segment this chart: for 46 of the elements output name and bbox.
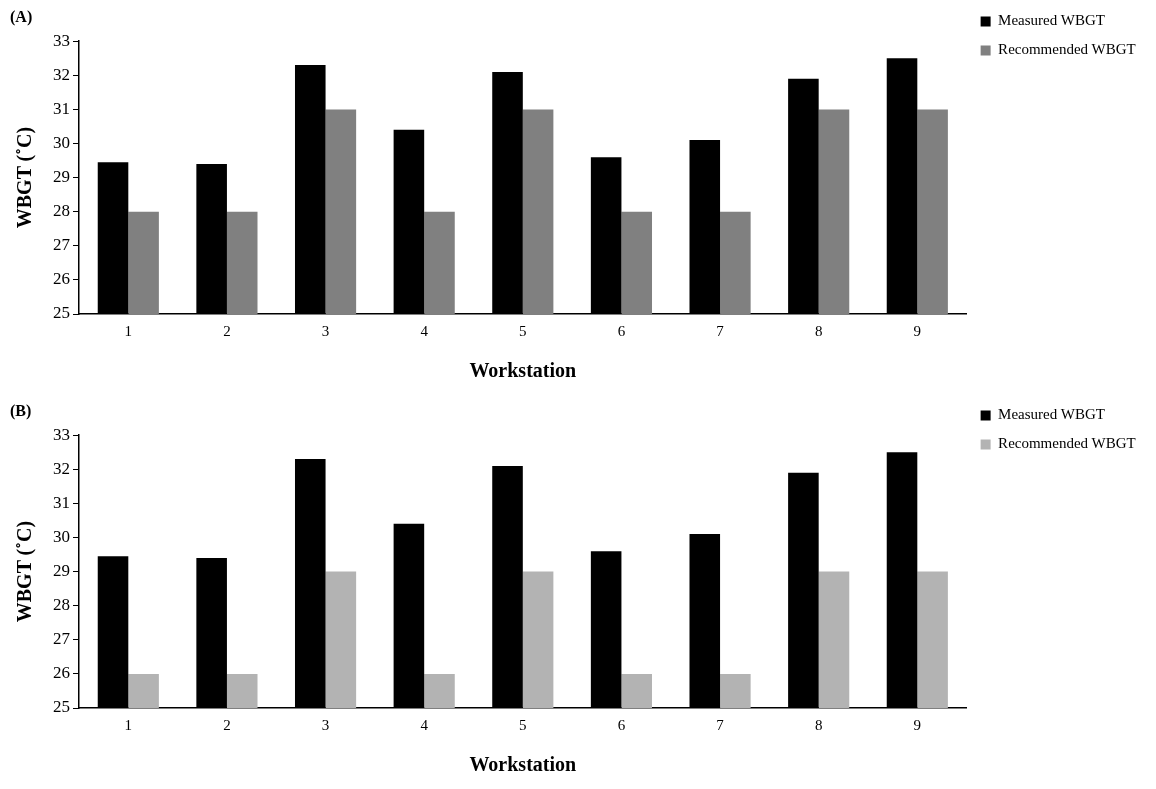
- y-tick-label: 31: [53, 492, 70, 512]
- y-tick-label: 30: [53, 132, 70, 152]
- y-tick-label: 25: [53, 303, 70, 323]
- x-tick-label: 1: [124, 716, 133, 733]
- y-axis-title: WBGT (˚C): [13, 126, 37, 229]
- y-tick-label: 29: [53, 167, 70, 187]
- x-tick-label: 9: [913, 322, 922, 339]
- x-tick-label: 6: [617, 322, 626, 339]
- y-tick-label: 26: [53, 663, 70, 683]
- y-tick-label: 27: [53, 235, 71, 255]
- y-tick-label: 26: [53, 269, 70, 289]
- y-tick-label: 28: [53, 595, 70, 615]
- chart-title: (A): [10, 7, 33, 26]
- y-tick-label: 28: [53, 201, 70, 221]
- x-tick-label: 6: [617, 716, 626, 733]
- y-tick-label: 32: [53, 458, 70, 478]
- y-tick-label: 25: [53, 697, 70, 717]
- y-tick-label: 27: [53, 629, 71, 649]
- x-axis-title: Workstation: [469, 753, 577, 776]
- y-tick-label: 31: [53, 98, 70, 118]
- x-tick-label: 4: [420, 716, 429, 733]
- legend-label: Recommended WBGT: [998, 41, 1136, 58]
- y-tick-label: 29: [53, 561, 70, 581]
- x-tick-label: 3: [321, 322, 330, 339]
- y-tick-label: 33: [53, 424, 70, 444]
- legend-label: Recommended WBGT: [998, 435, 1136, 452]
- x-axis-title: Workstation: [469, 359, 577, 382]
- y-tick-label: 30: [53, 526, 70, 546]
- x-tick-label: 1: [124, 322, 133, 339]
- x-tick-label: 2: [223, 716, 231, 733]
- x-tick-label: 4: [420, 322, 429, 339]
- x-tick-label: 2: [223, 322, 231, 339]
- x-tick-label: 8: [814, 322, 823, 339]
- legend-label: Measured WBGT: [998, 12, 1105, 29]
- y-axis-title: WBGT (˚C): [13, 520, 37, 623]
- x-tick-label: 5: [519, 322, 527, 339]
- x-tick-label: 3: [321, 716, 330, 733]
- y-tick-label: 32: [53, 64, 70, 84]
- chart-title: (B): [10, 401, 32, 420]
- legend-label: Measured WBGT: [998, 406, 1105, 423]
- x-tick-label: 9: [913, 716, 922, 733]
- x-tick-label: 5: [519, 716, 527, 733]
- x-tick-label: 7: [716, 716, 725, 733]
- x-tick-label: 8: [814, 716, 823, 733]
- y-tick-label: 33: [53, 30, 70, 50]
- x-tick-label: 7: [716, 322, 725, 339]
